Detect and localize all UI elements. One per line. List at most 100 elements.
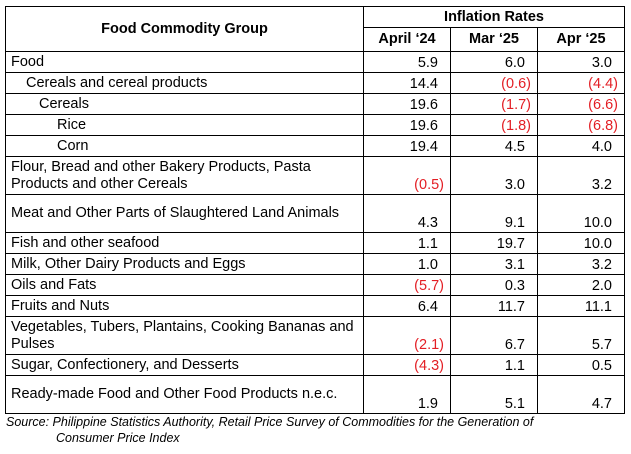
rate-value: (6.8) <box>588 118 618 134</box>
rate-cell: 1.1 <box>450 354 538 376</box>
rate-value: 1.9 <box>417 396 438 412</box>
rate-value: 3.2 <box>591 177 612 193</box>
table-row: Cereals and cereal products 14.4 (0.6) (4.4… <box>5 72 625 94</box>
rate-cell: 1.1 <box>363 232 451 254</box>
rate-value: (1.7) <box>501 97 531 113</box>
rate-value: 19.6 <box>409 97 438 113</box>
rate-cell: 11.7 <box>450 295 538 317</box>
commodity-label: Vegetables, Tubers, Plantains, Cooking B… <box>5 316 364 355</box>
rate-value: (0.5) <box>414 177 444 193</box>
table-body: Food 5.9 6.0 3.0 Cereals and cereal products… <box>5 51 625 414</box>
rate-value: 5.7 <box>591 337 612 353</box>
rate-cell: 3.1 <box>450 253 538 275</box>
column-header-april-24: April ‘24 <box>363 27 451 52</box>
rate-value: 3.2 <box>591 257 612 273</box>
rate-value: 6.0 <box>504 55 525 71</box>
table-row: Fish and other seafood 1.1 19.7 10.0 <box>5 232 625 254</box>
rate-value: 4.0 <box>591 139 612 155</box>
rate-value: 11.7 <box>497 299 525 315</box>
rate-value: (4.3) <box>414 358 444 374</box>
commodity-label: Ready-made Food and Other Food Products … <box>5 375 364 414</box>
rate-value: 6.4 <box>417 299 438 315</box>
rate-cell: 19.7 <box>450 232 538 254</box>
commodity-label: Sugar, Confectionery, and Desserts <box>5 354 364 376</box>
rate-cell: 1.9 <box>363 375 451 414</box>
rate-cell: (6.6) <box>537 93 625 115</box>
group-column-header: Food Commodity Group <box>5 6 364 52</box>
rate-value: (2.1) <box>414 337 444 353</box>
rate-value: 0.3 <box>504 278 525 294</box>
rate-cell: 19.4 <box>363 135 451 157</box>
rate-cell: 3.0 <box>450 156 538 195</box>
table-row: Ready-made Food and Other Food Products … <box>5 375 625 414</box>
rate-cell: 6.0 <box>450 51 538 73</box>
rate-value: 4.7 <box>591 396 612 412</box>
rate-value: 10.0 <box>583 215 612 231</box>
rate-value: 5.9 <box>417 55 438 71</box>
rate-value: 19.7 <box>496 236 525 252</box>
table-row: Sugar, Confectionery, and Desserts (4.3) 1… <box>5 354 625 376</box>
rate-cell: 4.0 <box>537 135 625 157</box>
table-row: Corn 19.4 4.5 4.0 <box>5 135 625 157</box>
rate-value: 10.0 <box>583 236 612 252</box>
inflation-table: Food Commodity Group Inflation Rates Apr… <box>5 5 625 414</box>
rate-cell: 3.2 <box>537 253 625 275</box>
rate-cell: 14.4 <box>363 72 451 94</box>
commodity-label: Meat and Other Parts of Slaughtered Land… <box>5 194 364 233</box>
table-header: Food Commodity Group Inflation Rates Apr… <box>5 5 625 52</box>
rate-cell: (2.1) <box>363 316 451 355</box>
rate-cell: 3.2 <box>537 156 625 195</box>
table-row: Rice 19.6 (1.8) (6.8) <box>5 114 625 136</box>
rate-cell: 4.7 <box>537 375 625 414</box>
table-row: Meat and Other Parts of Slaughtered Land… <box>5 194 625 233</box>
rate-value: (0.6) <box>501 76 531 92</box>
rate-cell: 3.0 <box>537 51 625 73</box>
rate-cell: (4.4) <box>537 72 625 94</box>
inflation-rates-header: Inflation Rates <box>363 5 625 29</box>
rate-cell: (1.8) <box>450 114 538 136</box>
rate-cell: 4.5 <box>450 135 538 157</box>
rate-cell: (6.8) <box>537 114 625 136</box>
rate-value: (6.6) <box>588 97 618 113</box>
rate-value: 9.1 <box>504 215 525 231</box>
rate-cell: (4.3) <box>363 354 451 376</box>
rate-value: 1.1 <box>504 358 525 374</box>
commodity-label: Cereals and cereal products <box>5 72 364 94</box>
commodity-label: Fish and other seafood <box>5 232 364 254</box>
table-row: Cereals 19.6 (1.7) (6.6) <box>5 93 625 115</box>
rate-cell: 0.3 <box>450 274 538 296</box>
rate-value: 1.0 <box>417 257 438 273</box>
commodity-label: Corn <box>5 135 364 157</box>
rate-cell: 4.3 <box>363 194 451 233</box>
rate-cell: 5.1 <box>450 375 538 414</box>
rate-cell: (5.7) <box>363 274 451 296</box>
rate-cell: (0.5) <box>363 156 451 195</box>
commodity-label: Flour, Bread and other Bakery Products, … <box>5 156 364 195</box>
rate-value: 4.3 <box>417 215 438 231</box>
commodity-label: Food <box>5 51 364 73</box>
rate-value: 0.5 <box>591 358 612 374</box>
commodity-label: Milk, Other Dairy Products and Eggs <box>5 253 364 275</box>
rate-cell: 6.4 <box>363 295 451 317</box>
rate-cell: 5.7 <box>537 316 625 355</box>
rate-cell: 10.0 <box>537 194 625 233</box>
rate-value: 19.6 <box>409 118 438 134</box>
table-row: Vegetables, Tubers, Plantains, Cooking B… <box>5 316 625 355</box>
commodity-label: Rice <box>5 114 364 136</box>
column-header-mar-25: Mar ‘25 <box>450 27 538 52</box>
commodity-label: Cereals <box>5 93 364 115</box>
rate-cell: 10.0 <box>537 232 625 254</box>
rate-value: 5.1 <box>504 396 525 412</box>
rate-value: 4.5 <box>504 139 525 155</box>
rate-cell: 19.6 <box>363 93 451 115</box>
source-line-1: Source: Philippine Statistics Authority,… <box>6 415 534 429</box>
rate-value: 3.1 <box>504 257 525 273</box>
rate-cell: 2.0 <box>537 274 625 296</box>
commodity-label: Fruits and Nuts <box>5 295 364 317</box>
column-header-apr-25: Apr ‘25 <box>537 27 625 52</box>
table-row: Oils and Fats (5.7) 0.3 2.0 <box>5 274 625 296</box>
rate-cell: 11.1 <box>537 295 625 317</box>
commodity-label: Oils and Fats <box>5 274 364 296</box>
rate-value: 6.7 <box>504 337 525 353</box>
table-row: Food 5.9 6.0 3.0 <box>5 51 625 73</box>
